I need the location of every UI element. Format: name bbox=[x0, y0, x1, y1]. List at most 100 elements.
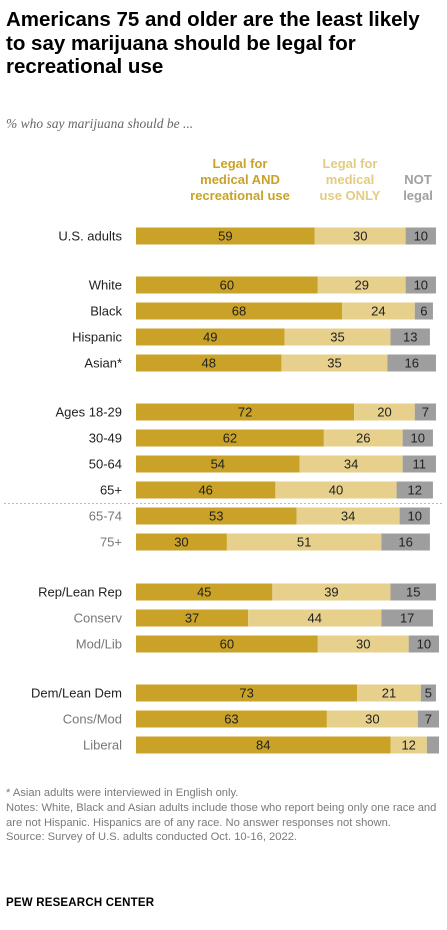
bar-segment-col-not bbox=[381, 533, 430, 551]
bar-segment-col-not bbox=[414, 403, 436, 421]
bar-segment-col-medical bbox=[226, 533, 382, 551]
category-label: 75+ bbox=[100, 535, 122, 550]
bar-segment-col-medical bbox=[342, 302, 415, 320]
category-label: Ages 18-29 bbox=[56, 405, 123, 420]
bar-segment-col-not bbox=[405, 276, 436, 294]
footnotes: * Asian adults were interviewed in Engli… bbox=[6, 786, 442, 845]
bar-segment-col-medical bbox=[390, 736, 427, 754]
data-label: 30 bbox=[356, 637, 370, 652]
data-label: 44 bbox=[308, 611, 322, 626]
data-label: 59 bbox=[218, 229, 232, 244]
bar-segment-col-not bbox=[399, 507, 430, 525]
legend-header-line: use ONLY bbox=[319, 188, 381, 203]
data-label: 37 bbox=[185, 611, 199, 626]
data-label: 10 bbox=[417, 637, 431, 652]
legend-header-line: medical bbox=[325, 172, 375, 187]
data-label: 29 bbox=[355, 278, 369, 293]
data-label: 40 bbox=[329, 483, 343, 498]
bar-segment-col-not bbox=[414, 302, 433, 320]
category-label: 30-49 bbox=[89, 431, 122, 446]
bar-segment-col-medical bbox=[275, 481, 397, 499]
data-label: 45 bbox=[197, 585, 211, 600]
data-label: 46 bbox=[198, 483, 212, 498]
data-label: 73 bbox=[239, 686, 253, 701]
category-label: Conserv bbox=[74, 611, 123, 626]
bar-segment-col-medical bbox=[354, 403, 415, 421]
bar-segment-col-both bbox=[136, 403, 355, 421]
bar-segment-col-not bbox=[390, 328, 430, 346]
legend-header-line: medical AND bbox=[200, 172, 280, 187]
bar-segment-col-medical bbox=[284, 328, 391, 346]
bar-segment-col-medical bbox=[314, 227, 406, 245]
category-label: Dem/Lean Dem bbox=[31, 686, 122, 701]
bar-segment-col-not bbox=[381, 609, 433, 627]
bar-segment-col-both bbox=[136, 481, 276, 499]
data-label: 12 bbox=[408, 483, 422, 498]
legend-header-medical-and-recreational: Legal for medical AND recreational use bbox=[165, 156, 315, 204]
bar-segment-col-both bbox=[136, 429, 324, 447]
source-org-logo: PEW RESEARCH CENTER bbox=[6, 897, 155, 909]
category-label: Asian* bbox=[84, 356, 122, 371]
data-label: 60 bbox=[220, 278, 234, 293]
bar-segment-col-both bbox=[136, 227, 315, 245]
legend-header-line: recreational use bbox=[190, 188, 290, 203]
footnote-source: Source: Survey of U.S. adults conducted … bbox=[6, 831, 298, 844]
data-label: 30 bbox=[353, 229, 367, 244]
bar-segment-col-both bbox=[136, 354, 282, 372]
legend-header-line: NOT bbox=[404, 172, 432, 187]
data-label: 48 bbox=[201, 356, 215, 371]
chart-title: Americans 75 and older are the least lik… bbox=[6, 8, 420, 78]
legend-header-not-legal: NOT legal bbox=[398, 172, 438, 204]
data-label: 34 bbox=[341, 509, 355, 524]
data-label: 60 bbox=[220, 637, 234, 652]
data-label: 10 bbox=[408, 509, 422, 524]
bar-segment-col-both bbox=[136, 635, 318, 653]
data-label: 21 bbox=[382, 686, 396, 701]
bar-segment-col-both bbox=[136, 455, 300, 473]
data-label: 54 bbox=[211, 457, 225, 472]
bar-segment-col-not bbox=[405, 227, 436, 245]
data-label: 53 bbox=[209, 509, 223, 524]
bar-segment-col-not bbox=[408, 635, 439, 653]
legend-header-medical-only: Legal for medical use ONLY bbox=[305, 156, 395, 204]
bar-segment-col-not bbox=[426, 736, 439, 754]
data-label: 5 bbox=[425, 686, 432, 701]
bar-segment-col-both bbox=[136, 609, 249, 627]
data-label: 16 bbox=[398, 535, 412, 550]
category-label: Liberal bbox=[83, 738, 122, 753]
bar-segment-col-not bbox=[402, 429, 433, 447]
stacked-bar-chart: U.S. adults 59 30 10 White 60 29 10 Black 68 24 6 Hi… bbox=[4, 227, 442, 754]
data-label: 34 bbox=[344, 457, 358, 472]
chart-subtitle: % who say marijuana should be ... bbox=[6, 116, 194, 131]
bar-segment-col-both bbox=[136, 302, 343, 320]
data-label: 35 bbox=[327, 356, 341, 371]
bar-segment-col-not bbox=[420, 684, 436, 702]
bar-segment-col-both bbox=[136, 533, 227, 551]
data-label: 10 bbox=[414, 229, 428, 244]
data-label: 17 bbox=[400, 611, 414, 626]
data-label: 15 bbox=[406, 585, 420, 600]
bar-segment-col-medical bbox=[281, 354, 388, 372]
data-label: 49 bbox=[203, 330, 217, 345]
data-label: 84 bbox=[256, 738, 270, 753]
data-label: 63 bbox=[224, 712, 238, 727]
category-label: Mod/Lib bbox=[76, 637, 122, 652]
data-label: 39 bbox=[324, 585, 338, 600]
bar-segment-col-both bbox=[136, 583, 273, 601]
bar-segment-col-both bbox=[136, 276, 318, 294]
category-label: Cons/Mod bbox=[63, 712, 122, 727]
legend-header-line: legal bbox=[403, 188, 433, 203]
data-label: 10 bbox=[411, 431, 425, 446]
data-label: 20 bbox=[377, 405, 391, 420]
data-label: 7 bbox=[422, 405, 429, 420]
bar-segment-col-medical bbox=[272, 583, 391, 601]
category-label: Rep/Lean Rep bbox=[38, 585, 122, 600]
bar-segment-col-both bbox=[136, 328, 285, 346]
data-label: 24 bbox=[371, 304, 385, 319]
bar-segment-col-both bbox=[136, 507, 297, 525]
data-label: 11 bbox=[413, 457, 427, 472]
bar-segment-col-not bbox=[387, 354, 436, 372]
legend-header-line: Legal for bbox=[212, 156, 268, 171]
footnote-notes: Notes: White, Black and Asian adults inc… bbox=[6, 801, 437, 829]
bar-segment-col-both bbox=[136, 736, 391, 754]
